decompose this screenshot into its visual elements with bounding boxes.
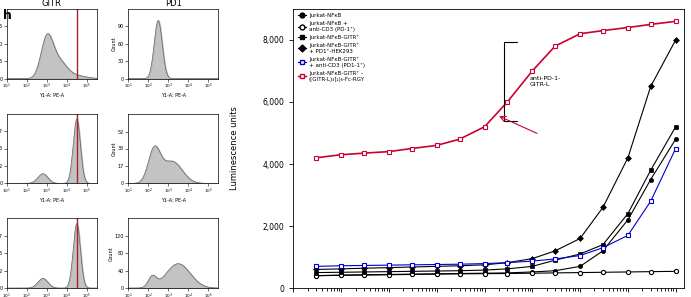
Y-axis label: Count: Count [111, 141, 117, 156]
Y-axis label: Count: Count [108, 246, 113, 260]
Title: PD1: PD1 [164, 0, 182, 8]
Legend: Jurkat-NFκB, Jurkat-NFκB +
anti-CD3 (PD-1⁺), Jurkat-NFκB-GITR⁺, Jurkat-NFκB-GITR: Jurkat-NFκB, Jurkat-NFκB + anti-CD3 (PD-… [296, 12, 367, 83]
Text: h: h [3, 9, 12, 22]
Text: i: i [223, 0, 227, 3]
X-axis label: Y1-A: PE-A: Y1-A: PE-A [160, 93, 186, 98]
X-axis label: Y1-A: PE-A: Y1-A: PE-A [39, 198, 64, 203]
Y-axis label: Count: Count [111, 37, 117, 51]
X-axis label: Y1-A: PE-A: Y1-A: PE-A [160, 198, 186, 203]
Y-axis label: Luminescence units: Luminescence units [229, 107, 238, 190]
X-axis label: Y1-A: PE-A: Y1-A: PE-A [39, 93, 64, 98]
Text: anti-PD-1-
GITR-L: anti-PD-1- GITR-L [530, 76, 561, 87]
Title: GITR: GITR [42, 0, 61, 8]
